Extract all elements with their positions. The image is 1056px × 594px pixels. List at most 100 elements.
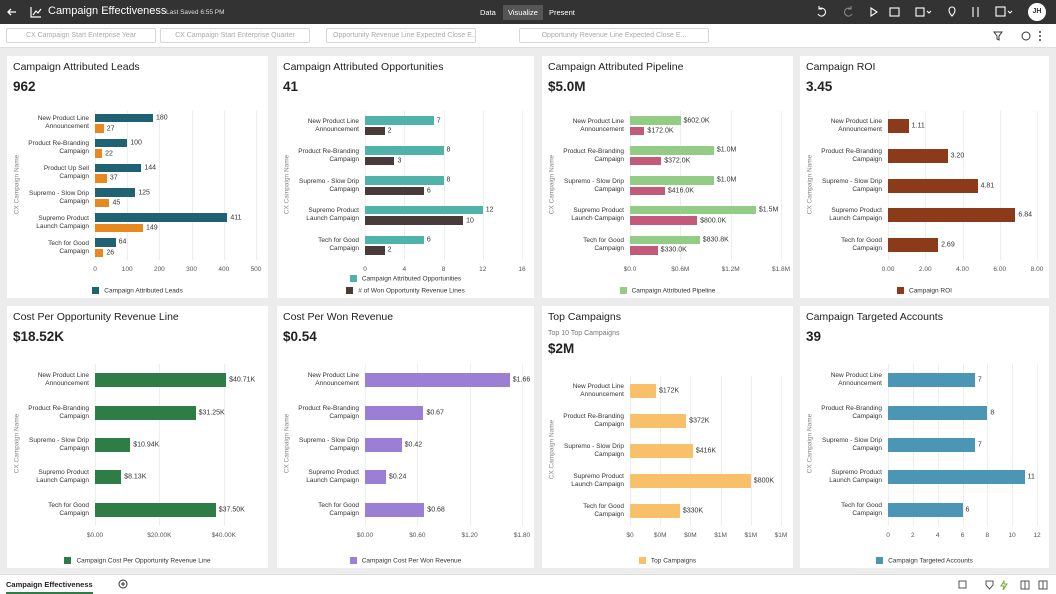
grid-line xyxy=(127,111,129,260)
value-label: $172K xyxy=(658,387,680,395)
bar xyxy=(888,238,939,253)
value-label: 180 xyxy=(155,114,168,122)
chart-title: Cost Per Won Revenue xyxy=(283,311,394,323)
bar xyxy=(630,186,665,195)
tab-visualize[interactable]: Visualize xyxy=(503,5,543,20)
tab-data[interactable]: Data xyxy=(480,8,496,17)
legend-item: Campaign ROI xyxy=(800,282,1049,300)
value-label: $0.42 xyxy=(404,441,423,449)
bar xyxy=(95,405,196,420)
bar xyxy=(630,126,645,136)
grid-line xyxy=(159,364,161,526)
bar xyxy=(95,124,104,133)
grid-line xyxy=(469,364,471,526)
legend-swatch xyxy=(64,557,72,565)
category-label: Supremo - Slow Drip Campaign xyxy=(822,177,882,193)
x-tick-label: $0.0 xyxy=(623,266,637,273)
value-label: $0.24 xyxy=(388,473,407,481)
filter[interactable]: Opportunity Revenue Line Expected Close … xyxy=(326,28,476,43)
category-label: Product Re-Branding Campaign xyxy=(298,404,359,420)
legend-label: Campaign Cost Per Opportunity Revenue Li… xyxy=(76,557,211,565)
bar xyxy=(630,116,681,125)
x-tick-label: 500 xyxy=(250,266,262,273)
x-tick-label: $0M xyxy=(653,532,667,539)
legend-swatch xyxy=(92,287,100,295)
x-tick-label: 300 xyxy=(186,266,198,273)
chart-panel: Cost Per Opportunity Revenue Line $18.52K… xyxy=(7,306,268,568)
x-tick-label: $1.20 xyxy=(461,532,478,539)
value-label: $0.68 xyxy=(427,506,445,514)
legend-item: Campaign Attributed Leads xyxy=(7,282,268,300)
x-tick-label: 6.00 xyxy=(993,266,1007,273)
value-label: $602.0K xyxy=(683,117,710,125)
bar xyxy=(888,118,909,133)
category-label: Product Re-Branding Campaign xyxy=(821,147,882,163)
user-avatar[interactable]: JH xyxy=(1028,3,1046,21)
workbook-title: Campaign Effectiveness xyxy=(48,5,167,17)
bar xyxy=(630,156,662,166)
category-label: Tech for Good Campaign xyxy=(48,239,89,255)
x-tick-label: 200 xyxy=(153,266,165,273)
category-label: Supremo Product Launch Campaign xyxy=(571,473,624,488)
legend-item: Top Campaigns xyxy=(542,552,793,570)
category-label: New Product Line Announcement xyxy=(830,372,882,388)
kpi-value: 3.45 xyxy=(806,79,833,94)
bar xyxy=(888,373,975,388)
value-label: 22 xyxy=(105,150,113,157)
filter[interactable]: Opportunity Revenue Line Expected Close … xyxy=(519,28,709,43)
filter[interactable]: CX Campaign Start Enterprise Quarter xyxy=(160,28,310,43)
category-label: Product Re-Branding Campaign xyxy=(821,404,882,420)
toolbar-icons[interactable] xyxy=(815,5,1025,19)
value-label: 1.11 xyxy=(911,122,925,130)
value-label: $31.25K xyxy=(198,409,225,417)
category-label: New Product Line Announcement xyxy=(572,383,624,398)
category-label: New Product Line Announcement xyxy=(830,117,882,133)
legend-label: Campaign Targeted Accounts xyxy=(888,557,973,565)
value-label: $0.67 xyxy=(426,409,444,417)
bar xyxy=(95,238,116,247)
workbook-icon xyxy=(30,7,42,18)
bar xyxy=(630,384,656,398)
legend-label: Campaign Attributed Pipeline xyxy=(631,287,716,295)
category-label: Tech for Good Campaign xyxy=(841,237,882,253)
grid-line xyxy=(730,111,732,260)
value-label: $330K xyxy=(682,507,704,515)
value-label: 149 xyxy=(145,224,158,232)
kpi-value: $18.52K xyxy=(13,329,65,344)
value-label: 45 xyxy=(112,199,121,207)
value-label: 2 xyxy=(387,246,392,254)
legend-label: Campaign Cost Per Won Revenue xyxy=(361,557,462,565)
bar xyxy=(630,414,687,428)
category-label: New Product Line Announcement xyxy=(307,372,359,388)
bar xyxy=(888,470,1025,485)
bar xyxy=(95,373,227,388)
canvas-tab[interactable]: Campaign Effectiveness xyxy=(6,580,93,594)
bar xyxy=(365,235,424,245)
chart-subtitle: Top 10 Top Campaigns xyxy=(548,330,620,337)
value-label: 8 xyxy=(990,409,995,417)
bar xyxy=(630,205,756,215)
x-tick-label: $1M xyxy=(774,532,788,539)
bar xyxy=(365,186,424,195)
value-label: 6.84 xyxy=(1018,211,1033,219)
bar xyxy=(888,438,975,452)
back-button[interactable] xyxy=(6,6,18,18)
add-canvas[interactable] xyxy=(118,579,128,589)
filter-tools[interactable] xyxy=(993,30,1049,42)
value-label: $416.0K xyxy=(667,187,694,195)
chart-title: Campaign Targeted Accounts xyxy=(806,311,943,323)
filter[interactable]: CX Campaign Start Enterprise Year xyxy=(6,28,156,43)
tab-present[interactable]: Present xyxy=(549,8,575,17)
footer-icons[interactable] xyxy=(958,580,1050,590)
category-label: Supremo - Slow Drip Campaign xyxy=(564,443,624,458)
bar xyxy=(630,444,693,458)
value-label: 3.20 xyxy=(950,152,965,160)
category-label: Supremo Product Launch Campaign xyxy=(829,469,882,485)
bar xyxy=(365,405,424,420)
value-label: $1.5M xyxy=(758,206,779,214)
bar xyxy=(630,246,658,255)
bar xyxy=(888,148,948,163)
bar xyxy=(95,198,110,208)
category-label: Tech for Good Campaign xyxy=(48,501,89,517)
bar xyxy=(630,216,698,225)
